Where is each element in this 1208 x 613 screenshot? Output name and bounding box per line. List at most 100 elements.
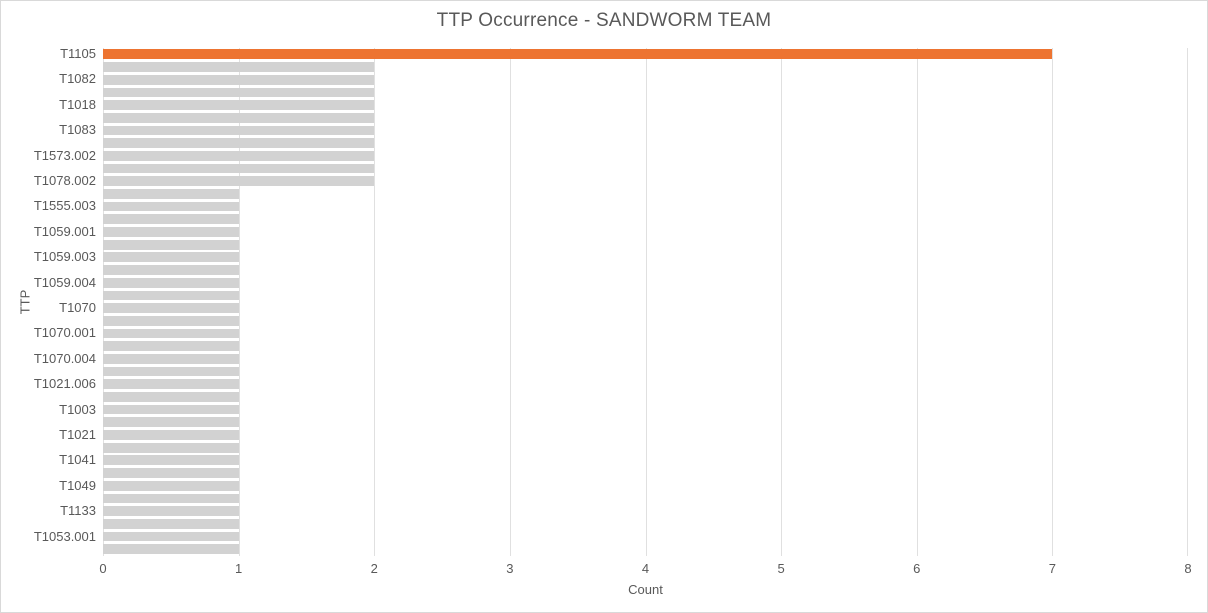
bar [103,189,239,199]
bar [103,112,375,123]
bar-row [103,441,1188,454]
bar-row [103,340,1188,353]
x-axis-tick-label: 2 [370,561,378,576]
bar [103,227,239,237]
bar-row [103,86,1188,99]
bar [103,201,239,212]
y-axis-label: T1059.004 [33,274,96,290]
y-axis-label: T1003 [59,401,96,417]
bar [103,544,239,555]
y-axis-label: T1059.001 [33,223,96,239]
bar-row [103,289,1188,302]
bar [103,455,239,466]
bar-row [103,505,1188,518]
bar-row [103,378,1188,391]
bar [103,392,239,402]
y-axis-label: T1049 [59,477,96,493]
y-axis-label: T1070.001 [33,325,96,341]
bar-row [103,48,1188,61]
bar-row [103,467,1188,480]
bar-row [103,314,1188,327]
bar-row [103,454,1188,467]
bar-row [103,61,1188,74]
bar-row [103,175,1188,188]
bar-row [103,365,1188,378]
gridline [374,48,376,556]
bar [103,150,375,161]
bar-row [103,111,1188,124]
bar [103,379,239,390]
bar-row [103,162,1188,175]
bar-row [103,543,1188,556]
bar [103,176,375,187]
y-axis-label: T1070.004 [33,350,96,366]
bar [103,252,239,263]
bar [103,239,239,250]
bar-row [103,391,1188,404]
bar-row [103,276,1188,289]
y-axis-label: T1059.003 [33,249,96,265]
bar [103,353,239,364]
x-axis-tick-label: 4 [641,561,650,576]
gridline [1052,48,1054,556]
bar [103,468,239,478]
y-axis-label: T1053.001 [33,528,96,544]
bar [103,125,375,136]
bar [103,265,239,275]
bar [103,493,239,504]
bar-row [103,238,1188,251]
y-axis-label: T1018 [59,96,96,112]
bar-row [103,200,1188,213]
bar-row [103,517,1188,530]
bar [103,417,239,428]
gridline [103,48,104,556]
bar-row [103,251,1188,264]
bar-row [103,124,1188,137]
bar [103,430,239,440]
y-axis-label: T1078.002 [33,173,96,188]
bar-row [103,492,1188,505]
x-axis-title: Count [628,582,663,597]
y-axis-label: T1133 [60,503,96,519]
bar [103,214,239,225]
gridline [1187,48,1188,556]
x-axis-tick-label: 7 [1048,561,1056,576]
bar-row [103,188,1188,201]
bar [103,480,239,491]
gridline [645,48,647,556]
bar-row [103,416,1188,429]
bar-row [103,429,1188,442]
y-axis-label: T1573.002 [33,147,96,163]
gridline [916,48,918,556]
gridline [238,48,240,556]
gridline [509,48,511,556]
y-axis-label: T1021.006 [33,376,96,392]
x-axis-tick-label: 1 [235,561,243,576]
bar-row [103,403,1188,416]
bar [103,277,239,288]
bar-row [103,137,1188,150]
chart-title: TTP Occurrence - SANDWORM TEAM [436,10,772,31]
bars-layer [103,48,1188,556]
bar [103,138,375,149]
x-axis-tick-label: 8 [1184,561,1192,576]
bar [103,341,239,352]
x-axis-tick-label: 3 [506,561,514,576]
x-axis-tick-label: 5 [777,561,785,576]
y-axis-label: T1021 [59,427,96,442]
y-axis-label: T1083 [59,122,96,138]
plot-area [103,48,1188,556]
bar [103,100,375,110]
y-axis-label: T1555.003 [33,198,96,214]
bar [103,404,239,415]
bar-row [103,479,1188,492]
bar [103,531,239,542]
x-axis-tick-label: 6 [913,561,921,576]
bar-row [103,213,1188,226]
bar-row [103,99,1188,112]
bar [103,518,239,529]
y-axis-label: T1105 [60,46,96,61]
bar-row [103,73,1188,86]
bar-row [103,226,1188,239]
bar-row [103,302,1188,315]
